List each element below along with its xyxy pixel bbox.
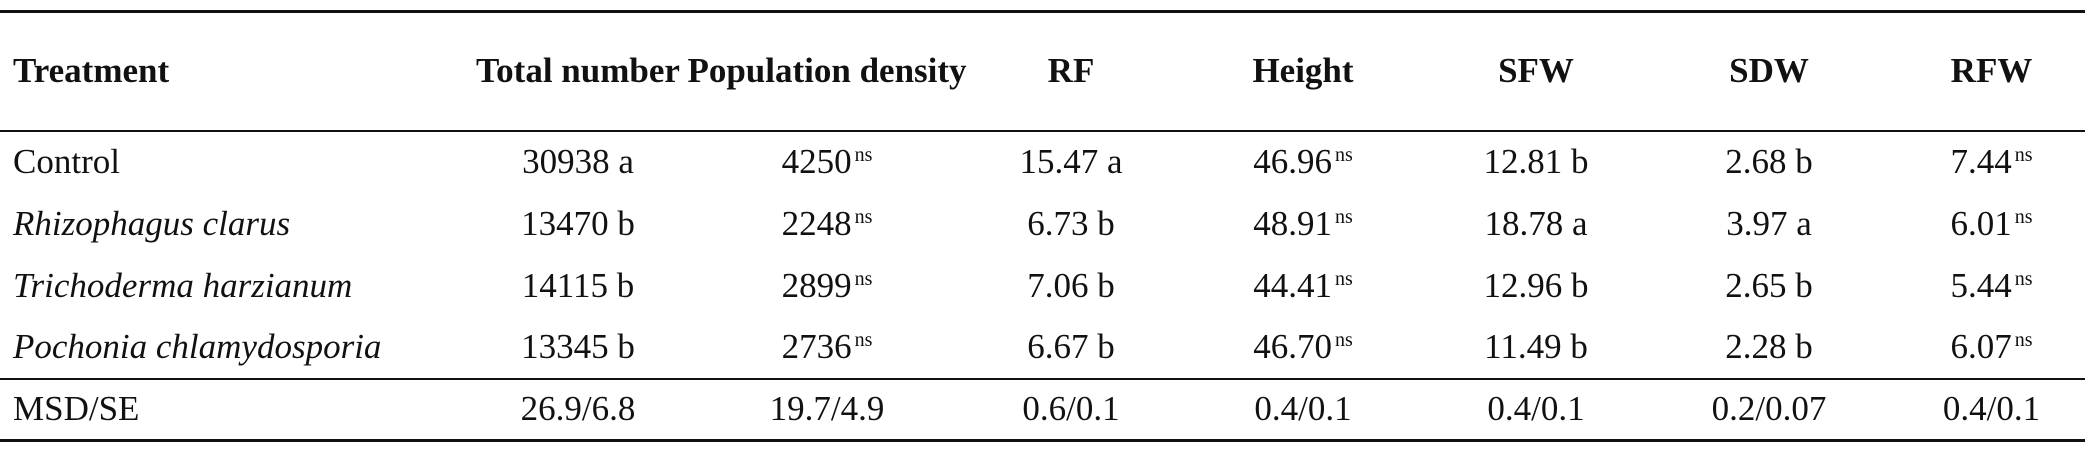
significance-mark: ns: [1334, 329, 1353, 351]
table-cell: MSD/SE: [13, 389, 140, 429]
column-header: Total number: [476, 51, 680, 91]
table-cell: 18.78 a: [1484, 203, 1588, 243]
table-row: Trichoderma harzianum 14115 b 2899 ns 7.06 b…: [0, 255, 2085, 317]
table-cell: 30938 a: [522, 142, 634, 181]
table-cell: 2.28 b: [1725, 327, 1813, 366]
cell-value: 46.70: [1253, 327, 1332, 366]
table-cell: 13345 b: [521, 327, 635, 366]
table-cell: 0.4/0.1: [1254, 389, 1352, 429]
column-header: Treatment: [13, 51, 170, 91]
footer-row: MSD/SE 26.9/6.8 19.7/4.9 0.6/0.1 0.4/0.1 0.4/…: [0, 378, 2085, 441]
table-cell: 4250 ns: [686, 131, 968, 193]
table-cell: Trichoderma harzianum: [13, 265, 353, 305]
significance-mark: ns: [854, 329, 873, 351]
table-cell: Pochonia chlamydosporia: [13, 327, 382, 366]
cell-value: 4250: [781, 142, 852, 181]
cell-value: 2736: [781, 327, 852, 366]
table-cell: 2899 ns: [686, 255, 968, 317]
column-header: SFW: [1498, 51, 1574, 91]
table-cell: 13470 b: [521, 203, 635, 243]
cell-value: 46.96: [1253, 142, 1332, 181]
table-cell: 15.47 a: [1019, 142, 1123, 181]
significance-mark: ns: [854, 205, 873, 228]
table-cell: 2.65 b: [1725, 265, 1813, 305]
table-cell: 6.01 ns: [1898, 193, 2085, 255]
table-cell: 2.68 b: [1725, 142, 1813, 181]
table-cell: 6.73 b: [1027, 203, 1115, 243]
table-cell: 0.6/0.1: [1022, 389, 1120, 429]
column-header: RFW: [1950, 51, 2033, 91]
table-cell: 5.44 ns: [1898, 255, 2085, 317]
table-cell: 3.97 a: [1726, 203, 1812, 243]
table-footer: MSD/SE 26.9/6.8 19.7/4.9 0.6/0.1 0.4/0.1 0.4/…: [0, 378, 2085, 441]
table-cell: 44.41 ns: [1174, 255, 1432, 317]
table-cell: Rhizophagus clarus: [13, 203, 291, 243]
table-cell: 19.7/4.9: [769, 389, 885, 429]
table-cell: 7.44 ns: [1898, 131, 2085, 193]
significance-mark: ns: [2014, 144, 2033, 166]
significance-mark: ns: [2014, 267, 2033, 290]
cell-value: 6.07: [1950, 327, 2012, 366]
cell-value: 7.44: [1950, 142, 2012, 181]
column-header: RF: [1047, 51, 1095, 91]
cell-value: 2899: [781, 265, 852, 305]
column-header: Population density: [687, 51, 967, 91]
table-cell: Control: [13, 142, 120, 181]
table-cell: 6.07 ns: [1898, 317, 2085, 379]
header-row: Treatment Total number Population density R…: [0, 11, 2085, 131]
significance-mark: ns: [2014, 205, 2033, 228]
table-cell: 6.67 b: [1027, 327, 1115, 366]
data-table: Treatment Total number Population density R…: [0, 10, 2085, 442]
cell-value: 2248: [781, 203, 852, 243]
table-row: Pochonia chlamydosporia 13345 b 2736 ns 6.67…: [0, 317, 2085, 379]
table-body: Control 30938 a 4250 ns 15.47 a 46.96 ns 12.81 …: [0, 131, 2085, 379]
significance-mark: ns: [2014, 329, 2033, 351]
table-cell: 46.70 ns: [1174, 317, 1432, 379]
table-container: Treatment Total number Population density R…: [0, 10, 2085, 442]
table-cell: 46.96 ns: [1174, 131, 1432, 193]
table-row: Rhizophagus clarus 13470 b 2248 ns 6.73 b 48.…: [0, 193, 2085, 255]
column-header: SDW: [1729, 51, 1809, 91]
table-cell: 48.91 ns: [1174, 193, 1432, 255]
cell-value: 5.44: [1950, 265, 2012, 305]
table-cell: 26.9/6.8: [520, 389, 636, 429]
table-cell: 0.2/0.07: [1711, 389, 1827, 429]
table-cell: 2736 ns: [686, 317, 968, 379]
cell-value: 48.91: [1253, 203, 1332, 243]
cell-value: 6.01: [1950, 203, 2012, 243]
table-cell: 11.49 b: [1484, 327, 1588, 366]
table-cell: 0.4/0.1: [1487, 389, 1585, 429]
table-cell: 7.06 b: [1027, 265, 1115, 305]
column-header: Height: [1252, 51, 1354, 91]
table-header: Treatment Total number Population density R…: [0, 11, 2085, 131]
significance-mark: ns: [854, 267, 873, 290]
table-cell: 14115 b: [521, 265, 635, 305]
table-cell: 12.96 b: [1483, 265, 1589, 305]
significance-mark: ns: [1334, 267, 1353, 290]
significance-mark: ns: [1334, 144, 1353, 166]
table-cell: 2248 ns: [686, 193, 968, 255]
cell-value: 44.41: [1253, 265, 1332, 305]
table-row: Control 30938 a 4250 ns 15.47 a 46.96 ns 12.81 …: [0, 131, 2085, 193]
significance-mark: ns: [854, 144, 873, 166]
table-cell: 12.81 b: [1483, 142, 1589, 181]
table-cell: 0.4/0.1: [1942, 389, 2041, 429]
significance-mark: ns: [1334, 205, 1353, 228]
